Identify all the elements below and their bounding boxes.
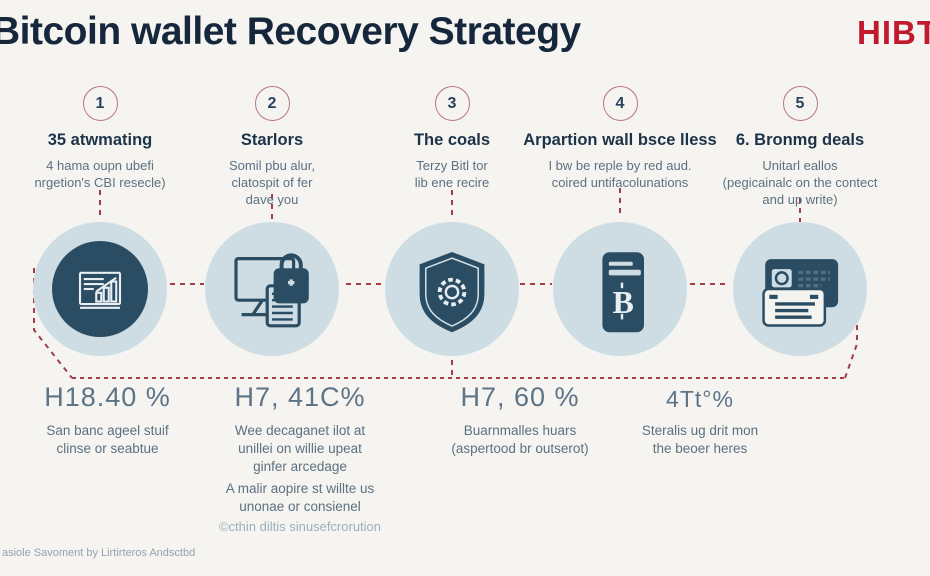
svg-text:B: B xyxy=(613,284,634,320)
step-number-badge: 3 xyxy=(434,86,470,121)
step-description: 4 hama oupn ubefi nrgetion's CBI resecle… xyxy=(34,158,166,191)
step-icon-circle-2 xyxy=(205,222,339,356)
id-card-icon xyxy=(762,259,839,327)
extra-note-line2: ©cthin diltis sinusefcrorution xyxy=(218,519,382,534)
step-number-badge: 4 xyxy=(602,86,638,121)
brand-logo: HIBT xyxy=(857,14,930,51)
report-chart-icon xyxy=(52,241,148,337)
step-number-badge: 1 xyxy=(82,86,118,121)
step-icon-circle-1 xyxy=(33,222,167,356)
step-column-3: 3 The coals Terzy Bitl tor lib ene recir… xyxy=(362,86,542,191)
stat-value: H7, 41C% xyxy=(234,382,366,412)
step-heading: Starlors xyxy=(240,131,304,149)
stat-description: Wee decaganet ilot at unillei on willie … xyxy=(234,423,366,475)
stat-block-1: H18.40 % San banc ageel stuif clinse or … xyxy=(15,382,200,458)
page-title: Bitcoin wallet Recovery Strategy xyxy=(0,10,581,53)
stat-description: Steralis ug drit mon the beoer heres xyxy=(641,423,759,457)
step-number-badge: 2 xyxy=(254,86,290,121)
step-description: Unitarl eallos (pegicainalc on the conte… xyxy=(722,158,878,208)
step-icon-circle-3 xyxy=(385,222,519,356)
stat-value: H7, 60 % xyxy=(460,382,580,412)
bitcoin-wallet-icon: B xyxy=(602,252,644,333)
stat-description: Buarnmalles huars (aspertood br outserot… xyxy=(451,423,589,457)
step-heading: Arpartion wall bsce lless xyxy=(523,131,717,149)
shield-gear-icon xyxy=(419,251,485,333)
extra-note-line1: A malir aopire st willte us unonae or co… xyxy=(225,481,375,515)
laptop-lock-icon xyxy=(234,253,309,328)
step-column-2: 2 Starlors Somil pbu alur, clatospit of … xyxy=(182,86,362,208)
stat-value: H18.40 % xyxy=(44,382,171,412)
stat-value: 4Tt°% xyxy=(666,386,734,412)
step-icon-circle-4: B xyxy=(553,222,687,356)
stat-block-2: H7, 41C% Wee decaganet ilot at unillei o… xyxy=(205,382,395,477)
step-heading: 35 atwmating xyxy=(47,131,153,149)
step-column-4: 4 Arpartion wall bsce lless I bw be repl… xyxy=(515,86,725,191)
step-heading: 6. Bronmg deals xyxy=(735,131,865,149)
footer-attribution: asiole Savoment by Lirtirteros Andsctbd xyxy=(2,547,196,559)
step-description: Terzy Bitl tor lib ene recire xyxy=(414,158,490,191)
stat-block-4: 4Tt°% Steralis ug drit mon the beoer her… xyxy=(600,386,800,458)
step-column-1: 1 35 atwmating 4 hama oupn ubefi nrgetio… xyxy=(10,86,190,191)
step-heading: The coals xyxy=(413,131,491,149)
step-number-badge: 5 xyxy=(782,86,818,121)
stat-description: San banc ageel stuif clinse or seabtue xyxy=(46,423,169,457)
step-description: I bw be reple by red aud. coired untifac… xyxy=(548,158,692,191)
step-column-5: 5 6. Bronmg deals Unitarl eallos (pegica… xyxy=(700,86,900,208)
stat-block-3: H7, 60 % Buarnmalles huars (aspertood br… xyxy=(420,382,620,458)
step-description: Somil pbu alur, clatospit of fer dave yo… xyxy=(229,158,315,208)
step-icon-circle-5 xyxy=(733,222,867,356)
